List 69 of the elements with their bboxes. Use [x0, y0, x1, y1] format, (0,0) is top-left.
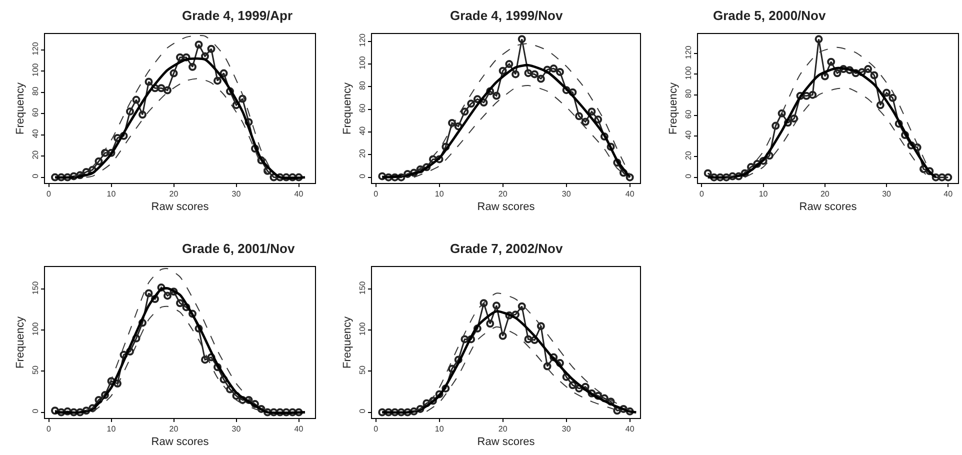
x-tick-label: 10: [434, 190, 444, 199]
x-tick-label: 10: [434, 424, 444, 434]
x-axis-title: Raw scores: [151, 436, 210, 448]
y-tick-label: 0: [358, 173, 367, 178]
x-tick-label: 0: [46, 424, 52, 434]
x-tick-label: 0: [699, 190, 704, 199]
y-tick-label: 20: [358, 148, 367, 158]
x-tick-label: 10: [106, 190, 116, 199]
chart-title: Grade 5, 2000/Nov: [713, 8, 826, 23]
y-tick-label: 20: [684, 150, 693, 160]
x-tick-label: 30: [562, 424, 572, 434]
y-tick-label: 120: [30, 42, 40, 56]
y-tick-label: 20: [30, 150, 40, 160]
y-axis-title: Frequency: [341, 82, 354, 134]
x-tick-label: 10: [106, 424, 116, 434]
x-axis-title: Raw scores: [799, 200, 858, 213]
x-axis-title: Raw scores: [477, 436, 536, 448]
y-tick-label: 0: [30, 173, 40, 178]
y-tick-label: 40: [358, 126, 367, 136]
y-tick-label: 100: [30, 62, 40, 77]
x-tick-label: 0: [374, 424, 379, 434]
x-tick-label: 20: [820, 190, 830, 199]
y-tick-label: 60: [30, 107, 40, 117]
y-tick-label: 100: [684, 66, 693, 80]
y-tick-label: 100: [358, 322, 367, 336]
x-tick-label: 0: [374, 190, 379, 199]
x-tick-label: 30: [232, 190, 242, 199]
y-tick-label: 60: [358, 103, 367, 113]
x-tick-label: 30: [232, 424, 242, 434]
x-tick-label: 30: [562, 190, 572, 199]
y-axis-title: Frequency: [667, 82, 680, 134]
y-tick-label: 50: [30, 365, 40, 374]
y-tick-label: 120: [684, 45, 693, 60]
y-tick-label: 150: [30, 280, 40, 295]
x-tick-label: 20: [169, 190, 179, 199]
x-tick-label: 40: [944, 190, 954, 199]
y-tick-label: 0: [684, 173, 693, 178]
x-axis-title: Raw scores: [477, 200, 536, 213]
x-tick-label: 10: [758, 190, 768, 199]
y-axis-title: Frequency: [341, 316, 354, 368]
x-axis-title: Raw scores: [151, 200, 210, 213]
x-tick-label: 40: [294, 190, 304, 199]
x-tick-label: 40: [294, 424, 304, 434]
y-tick-label: 120: [358, 32, 367, 47]
y-tick-label: 150: [358, 280, 367, 295]
y-tick-label: 80: [358, 80, 367, 90]
y-tick-label: 40: [684, 130, 693, 140]
x-tick-label: 20: [498, 424, 508, 434]
x-tick-label: 40: [625, 424, 635, 434]
y-tick-label: 60: [684, 109, 693, 119]
y-tick-label: 100: [30, 322, 40, 336]
y-tick-label: 50: [358, 365, 367, 374]
chart-title: Grade 7, 2002/Nov: [450, 241, 564, 256]
chart-title: Grade 4, 1999/Nov: [450, 8, 564, 23]
y-tick-label: 0: [30, 408, 40, 414]
chart-title: Grade 4, 1999/Apr: [182, 8, 293, 23]
y-tick-label: 0: [358, 408, 367, 414]
y-axis-title: Frequency: [14, 82, 26, 134]
y-axis-title: Frequency: [14, 316, 26, 368]
x-tick-label: 20: [169, 424, 179, 434]
x-tick-label: 20: [498, 190, 508, 199]
chart-title: Grade 6, 2001/Nov: [182, 241, 296, 256]
x-tick-label: 0: [46, 190, 52, 199]
y-tick-label: 100: [358, 56, 367, 70]
x-tick-label: 40: [625, 190, 635, 199]
y-tick-label: 40: [30, 128, 40, 138]
y-tick-label: 80: [684, 88, 693, 98]
x-tick-label: 30: [882, 190, 892, 199]
y-tick-label: 80: [30, 86, 40, 96]
